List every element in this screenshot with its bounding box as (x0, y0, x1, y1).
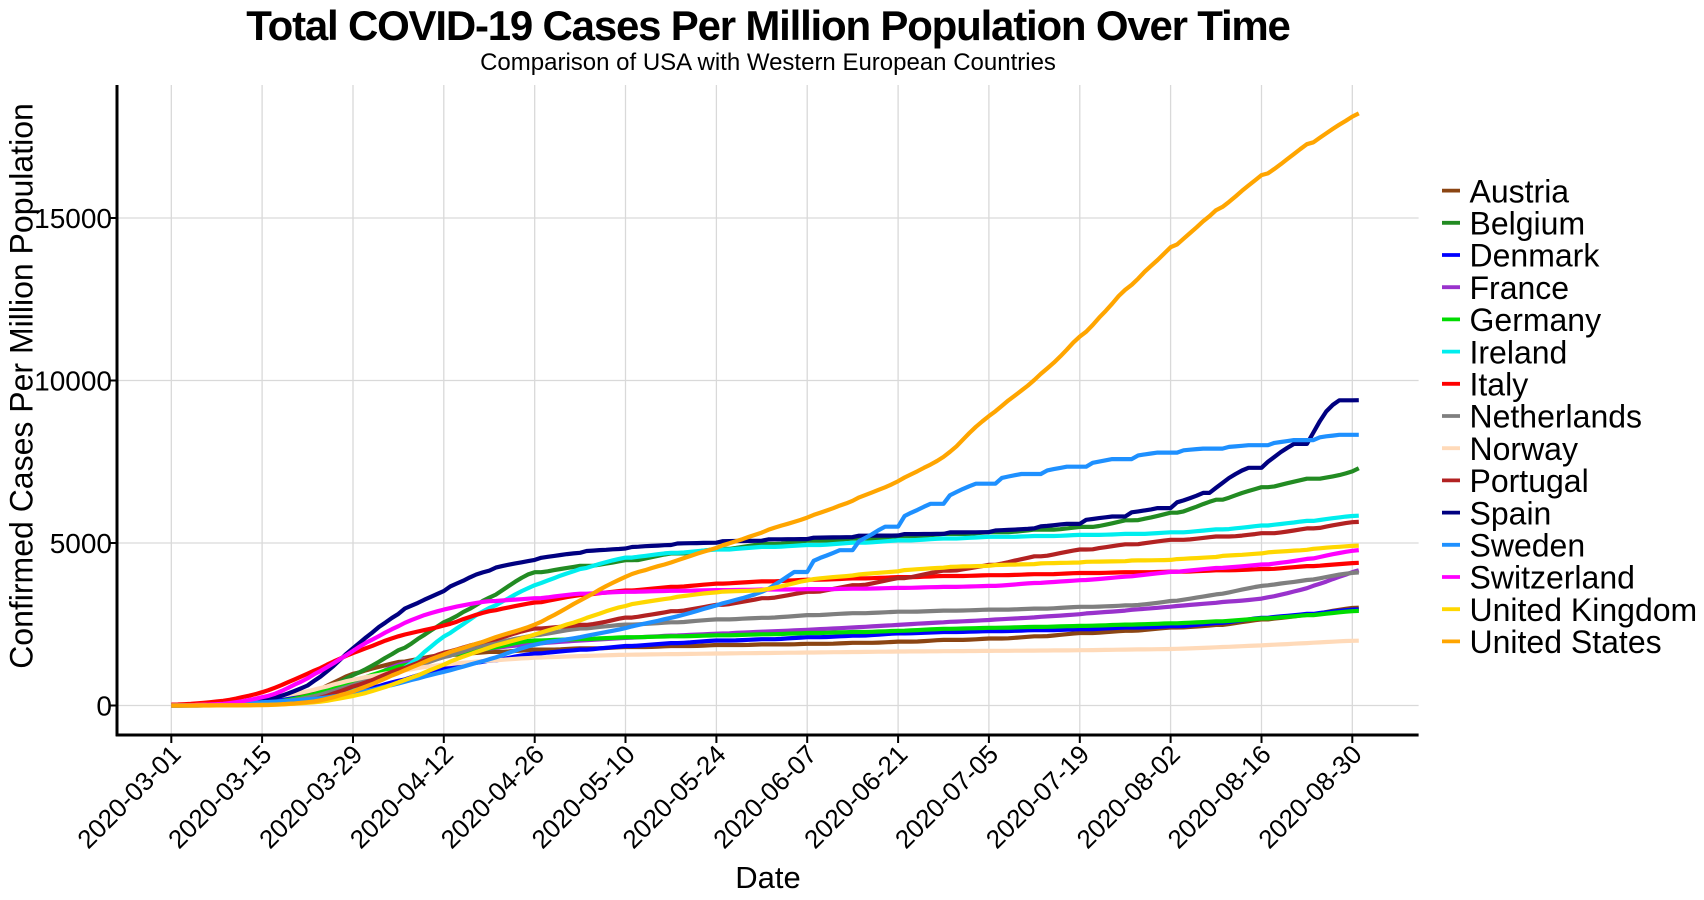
svg-text:Norway: Norway (1470, 431, 1578, 467)
svg-text:Italy: Italy (1470, 367, 1529, 403)
svg-text:0: 0 (96, 690, 112, 721)
svg-text:Date: Date (735, 860, 800, 895)
svg-text:10000: 10000 (34, 365, 112, 396)
svg-text:Austria: Austria (1470, 173, 1570, 209)
svg-text:United States: United States (1470, 624, 1662, 660)
svg-text:Spain: Spain (1470, 495, 1552, 531)
svg-text:15000: 15000 (34, 203, 112, 234)
svg-text:Comparison of USA with Western: Comparison of USA with Western European … (480, 49, 1056, 76)
svg-text:Portugal: Portugal (1470, 463, 1589, 499)
svg-text:Belgium: Belgium (1470, 206, 1586, 242)
svg-text:Total COVID-19 Cases Per Milli: Total COVID-19 Cases Per Million Populat… (246, 2, 1289, 49)
svg-text:Confirmed Cases Per Million Po: Confirmed Cases Per Million Population (4, 103, 40, 669)
svg-text:5000: 5000 (50, 528, 112, 559)
svg-text:Germany: Germany (1470, 302, 1602, 338)
svg-text:France: France (1470, 270, 1570, 306)
svg-text:Netherlands: Netherlands (1470, 399, 1643, 435)
svg-text:Switzerland: Switzerland (1470, 560, 1635, 596)
svg-text:Sweden: Sweden (1470, 528, 1586, 564)
svg-text:United Kingdom: United Kingdom (1470, 592, 1698, 628)
svg-text:Denmark: Denmark (1470, 238, 1601, 274)
svg-text:Ireland: Ireland (1470, 334, 1568, 370)
